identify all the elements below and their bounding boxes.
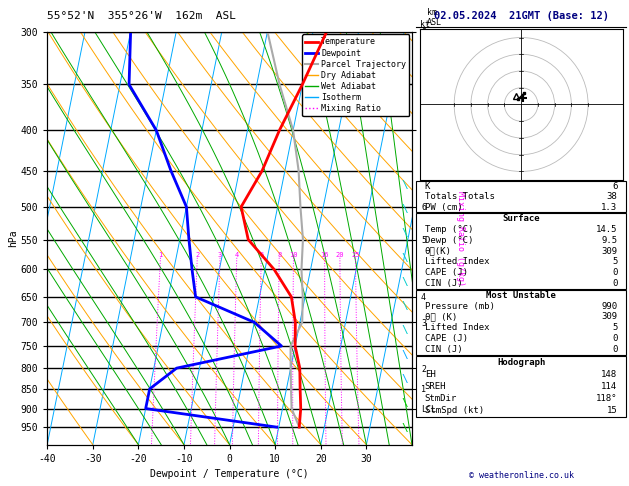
- Text: EH: EH: [425, 370, 435, 379]
- Text: 6: 6: [612, 182, 618, 191]
- Text: \: \: [402, 204, 408, 214]
- Text: © weatheronline.co.uk: © weatheronline.co.uk: [469, 471, 574, 480]
- Text: 55°52'N  355°26'W  162m  ASL: 55°52'N 355°26'W 162m ASL: [47, 11, 236, 20]
- Legend: Temperature, Dewpoint, Parcel Trajectory, Dry Adiabat, Wet Adiabat, Isotherm, Mi: Temperature, Dewpoint, Parcel Trajectory…: [302, 34, 409, 116]
- Text: km
ASL: km ASL: [426, 8, 442, 27]
- Text: \: \: [402, 423, 408, 433]
- Text: 0: 0: [612, 279, 618, 288]
- Text: \: \: [402, 253, 408, 262]
- Text: \: \: [402, 350, 408, 360]
- Text: 0: 0: [612, 334, 618, 344]
- Text: Surface: Surface: [503, 214, 540, 223]
- Text: 118°: 118°: [596, 394, 618, 403]
- Text: CIN (J): CIN (J): [425, 345, 462, 354]
- Text: Lifted Index: Lifted Index: [425, 257, 489, 266]
- Text: 9.5: 9.5: [601, 236, 618, 245]
- Text: 148: 148: [601, 370, 618, 379]
- Text: 0: 0: [612, 345, 618, 354]
- Text: θᴄ(K): θᴄ(K): [425, 246, 452, 256]
- Text: 0: 0: [612, 268, 618, 277]
- Text: Most Unstable: Most Unstable: [486, 291, 556, 300]
- Text: 309: 309: [601, 312, 618, 322]
- Text: StmDir: StmDir: [425, 394, 457, 403]
- Text: CAPE (J): CAPE (J): [425, 334, 468, 344]
- Text: 20: 20: [336, 252, 344, 258]
- Text: 25: 25: [351, 252, 360, 258]
- Text: 10: 10: [289, 252, 298, 258]
- X-axis label: Dewpoint / Temperature (°C): Dewpoint / Temperature (°C): [150, 469, 309, 479]
- Text: 14.5: 14.5: [596, 225, 618, 234]
- Text: kt: kt: [420, 20, 430, 29]
- Text: 5: 5: [612, 323, 618, 332]
- Text: K: K: [425, 182, 430, 191]
- Text: 4: 4: [235, 252, 239, 258]
- Text: 1: 1: [159, 252, 162, 258]
- Text: 8: 8: [277, 252, 281, 258]
- Text: Hodograph: Hodograph: [497, 358, 545, 367]
- Text: 2: 2: [195, 252, 199, 258]
- Text: \: \: [402, 228, 408, 238]
- Text: Temp (°C): Temp (°C): [425, 225, 473, 234]
- Text: Mixing Ratio (g/kg): Mixing Ratio (g/kg): [456, 191, 465, 286]
- Text: 114: 114: [601, 382, 618, 391]
- Text: \: \: [402, 326, 408, 335]
- Text: 02.05.2024  21GMT (Base: 12): 02.05.2024 21GMT (Base: 12): [433, 11, 609, 20]
- Text: \: \: [402, 399, 408, 408]
- Text: 38: 38: [607, 192, 618, 201]
- Text: 5: 5: [612, 257, 618, 266]
- Text: 309: 309: [601, 246, 618, 256]
- Text: θᴄ (K): θᴄ (K): [425, 312, 457, 322]
- Text: CAPE (J): CAPE (J): [425, 268, 468, 277]
- Text: 990: 990: [601, 301, 618, 311]
- Text: CIN (J): CIN (J): [425, 279, 462, 288]
- Text: 3: 3: [218, 252, 222, 258]
- Text: \: \: [402, 301, 408, 311]
- Text: StmSpd (kt): StmSpd (kt): [425, 406, 484, 416]
- Text: Pressure (mb): Pressure (mb): [425, 301, 494, 311]
- Text: 16: 16: [320, 252, 329, 258]
- Text: Totals Totals: Totals Totals: [425, 192, 494, 201]
- Text: \: \: [402, 374, 408, 384]
- Text: Dewp (°C): Dewp (°C): [425, 236, 473, 245]
- Text: \: \: [402, 277, 408, 287]
- Text: PW (cm): PW (cm): [425, 203, 462, 211]
- Text: Lifted Index: Lifted Index: [425, 323, 489, 332]
- Text: 1.3: 1.3: [601, 203, 618, 211]
- Text: 6: 6: [259, 252, 264, 258]
- Text: 15: 15: [607, 406, 618, 416]
- Text: SREH: SREH: [425, 382, 447, 391]
- Y-axis label: hPa: hPa: [8, 229, 18, 247]
- Text: \: \: [402, 180, 408, 190]
